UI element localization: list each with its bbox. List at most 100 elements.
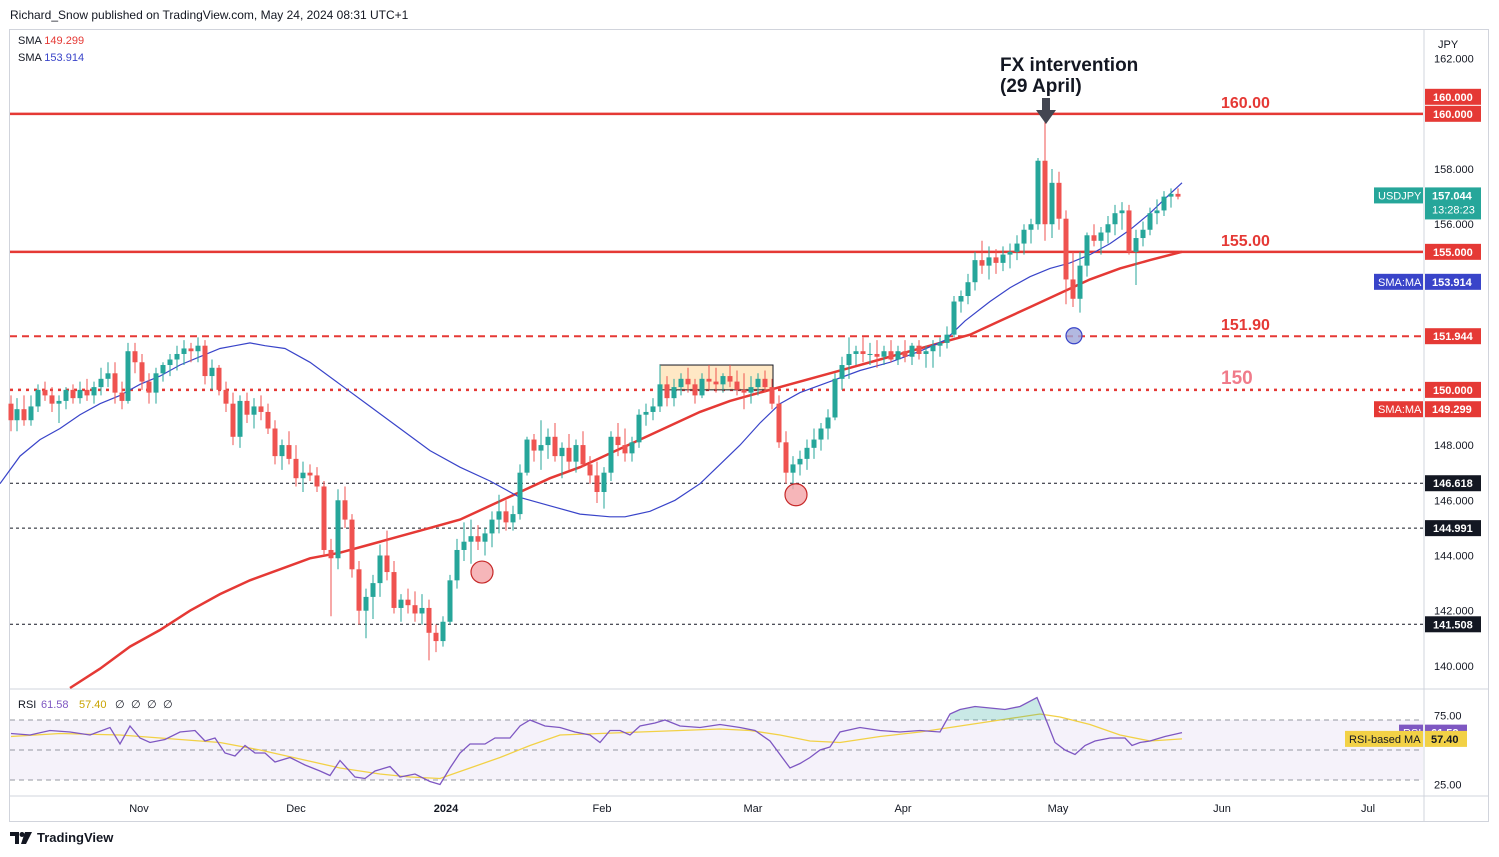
candle[interactable] (692, 384, 698, 396)
candle[interactable] (510, 514, 516, 523)
candle[interactable] (98, 378, 104, 388)
candle[interactable] (1091, 235, 1097, 241)
candle[interactable] (153, 373, 159, 393)
candle[interactable] (524, 439, 530, 473)
candle[interactable] (916, 345, 922, 354)
candle[interactable] (545, 436, 551, 446)
candle[interactable] (1000, 254, 1006, 263)
candle[interactable] (720, 376, 726, 385)
candle[interactable] (930, 345, 936, 352)
candle[interactable] (251, 406, 257, 415)
candle[interactable] (1112, 213, 1118, 225)
candle[interactable] (1049, 182, 1055, 225)
candle[interactable] (559, 447, 565, 457)
candle[interactable] (209, 367, 215, 377)
candle[interactable] (902, 351, 908, 357)
candle[interactable] (202, 345, 208, 377)
candle[interactable] (881, 351, 887, 357)
candle[interactable] (468, 536, 474, 542)
candle[interactable] (1035, 160, 1041, 225)
candle[interactable] (112, 373, 118, 393)
candle[interactable] (629, 442, 635, 454)
candle[interactable] (139, 362, 145, 382)
candle[interactable] (867, 353, 873, 355)
candle[interactable] (181, 348, 187, 354)
candle[interactable] (447, 580, 453, 622)
candle[interactable] (657, 384, 663, 407)
candle[interactable] (244, 400, 250, 415)
candle[interactable] (77, 389, 83, 399)
candle[interactable] (748, 387, 754, 393)
candle[interactable] (321, 486, 327, 550)
candle[interactable] (839, 365, 845, 379)
candle[interactable] (972, 260, 978, 283)
candle[interactable] (356, 569, 362, 611)
candle[interactable] (846, 353, 852, 366)
candle[interactable] (195, 345, 201, 352)
candle[interactable] (489, 519, 495, 534)
candle[interactable] (580, 445, 586, 465)
candle[interactable] (1070, 279, 1076, 299)
candle[interactable] (56, 400, 62, 404)
candle[interactable] (496, 511, 502, 520)
candle[interactable] (622, 445, 628, 454)
candle[interactable] (783, 442, 789, 473)
candle[interactable] (755, 378, 761, 388)
candle[interactable] (664, 384, 670, 399)
candle[interactable] (734, 381, 740, 390)
candle[interactable] (119, 392, 125, 401)
candle[interactable] (937, 342, 943, 346)
candle[interactable] (790, 464, 796, 473)
candle[interactable] (818, 428, 824, 440)
candle[interactable] (188, 348, 194, 352)
candle[interactable] (63, 389, 69, 401)
candle[interactable] (699, 378, 705, 396)
candle[interactable] (391, 572, 397, 608)
candle[interactable] (517, 472, 523, 515)
candle[interactable] (398, 599, 404, 608)
candle[interactable] (608, 436, 614, 473)
candle[interactable] (888, 351, 894, 360)
candle[interactable] (440, 621, 446, 642)
candle[interactable] (419, 607, 425, 614)
candle[interactable] (349, 519, 355, 570)
candle[interactable] (370, 583, 376, 597)
candle[interactable] (1168, 193, 1174, 197)
candle[interactable] (713, 381, 719, 385)
candle[interactable] (314, 475, 320, 487)
candle[interactable] (538, 445, 544, 451)
candle[interactable] (91, 387, 97, 396)
candle[interactable] (804, 447, 810, 459)
candle[interactable] (832, 378, 838, 418)
candle[interactable] (874, 353, 880, 357)
candle[interactable] (1105, 224, 1111, 233)
candle[interactable] (958, 296, 964, 302)
candle[interactable] (1133, 238, 1139, 252)
candle[interactable] (909, 345, 915, 357)
candle[interactable] (678, 378, 684, 388)
candle[interactable] (160, 365, 166, 374)
candle[interactable] (643, 411, 649, 415)
candle[interactable] (475, 536, 481, 542)
candle[interactable] (811, 439, 817, 448)
candle[interactable] (293, 458, 299, 479)
candle[interactable] (1028, 224, 1034, 230)
candle[interactable] (328, 549, 334, 559)
candle[interactable] (1175, 193, 1181, 197)
candle[interactable] (174, 353, 180, 360)
candle[interactable] (531, 439, 537, 451)
candle[interactable] (1119, 210, 1125, 214)
candle[interactable] (279, 445, 285, 457)
candle[interactable] (1098, 232, 1104, 241)
candle[interactable] (146, 381, 152, 393)
candle[interactable] (923, 351, 929, 354)
candle[interactable] (503, 511, 509, 523)
candle[interactable] (944, 334, 950, 343)
candle[interactable] (21, 409, 27, 421)
candle[interactable] (384, 555, 390, 573)
candle[interactable] (853, 351, 859, 354)
candle[interactable] (552, 436, 558, 457)
candle[interactable] (265, 411, 271, 429)
candle[interactable] (951, 301, 957, 335)
candle[interactable] (125, 351, 131, 401)
